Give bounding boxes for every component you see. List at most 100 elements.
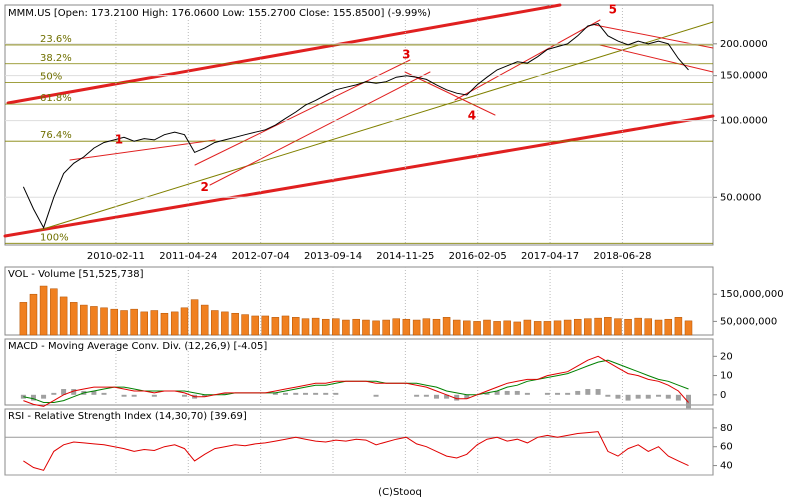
volume-bar — [402, 318, 411, 336]
histogram-bar — [504, 390, 510, 395]
y-tick-label: 0 — [720, 390, 726, 401]
histogram-bar — [685, 394, 691, 409]
x-tick-label: 2010-02-11 — [87, 251, 145, 262]
y-tick-label: 150.0000 — [720, 71, 768, 82]
histogram-bar — [303, 392, 309, 395]
histogram-bar — [514, 390, 520, 395]
histogram-bar — [323, 392, 329, 395]
trend-line — [404, 71, 496, 116]
histogram-bar — [565, 392, 571, 395]
trend-lines — [3, 3, 715, 238]
panel-title: VOL - Volume [51,525,738] — [8, 269, 144, 280]
volume-bar — [251, 315, 259, 336]
wave-label: 4 — [468, 109, 476, 123]
volume-bar — [493, 321, 501, 336]
volume-bar — [100, 307, 108, 336]
wave-label: 5 — [609, 2, 617, 16]
x-tick-label: 2011-04-24 — [159, 251, 217, 262]
volume-bar — [19, 302, 28, 336]
volume-bar — [634, 317, 642, 336]
macd-line — [23, 355, 689, 407]
volume-bar — [110, 308, 119, 336]
volume-bar — [604, 317, 612, 336]
panel-title: MACD - Moving Average Conv. Div. (12,26,… — [8, 341, 267, 352]
fib-label: 23.6% — [40, 34, 72, 45]
volume-bar — [513, 321, 522, 336]
y-tick-label: 80 — [720, 423, 733, 434]
histogram-bar — [464, 394, 470, 399]
histogram-bar — [121, 394, 127, 397]
histogram-bar — [635, 394, 641, 399]
histogram-bar — [373, 394, 379, 397]
x-tick-label: 2013-09-14 — [304, 251, 362, 262]
panel-title: RSI - Relative Strength Index (14,30,70)… — [8, 411, 247, 422]
y-tick-label: 200.0000 — [720, 39, 768, 50]
trend-line — [194, 59, 411, 166]
volume-bar — [69, 302, 78, 336]
volume-bar — [654, 319, 663, 336]
histogram-bar — [615, 394, 621, 399]
chart-title: MMM.US [Open: 173.2100 High: 176.0600 Lo… — [8, 8, 431, 19]
histogram-bar — [333, 392, 339, 395]
volume-bar — [261, 315, 270, 336]
x-tick-label: 2017-04-17 — [521, 251, 579, 262]
volume-bar — [59, 296, 68, 336]
volume-bar — [160, 312, 169, 336]
y-tick-label: 40 — [720, 461, 733, 472]
histogram-bar — [71, 389, 77, 395]
wave-label: 1 — [115, 132, 123, 146]
histogram-bar — [222, 392, 228, 395]
volume-bar — [200, 304, 209, 336]
y-tick-label: 50,000,000 — [720, 316, 777, 327]
volume-bar — [80, 304, 88, 336]
volume-bar — [90, 306, 98, 336]
title-bg — [6, 6, 426, 19]
histogram-bar — [282, 392, 288, 395]
volume-bar — [130, 308, 138, 336]
volume-bar — [321, 318, 330, 336]
volume-bar — [332, 318, 340, 336]
histogram-bar — [444, 394, 450, 399]
volume-bar — [523, 319, 532, 336]
volume-bar — [170, 311, 179, 336]
trend-line — [454, 19, 601, 101]
trend-line — [3, 114, 715, 238]
histogram-bar — [605, 394, 611, 397]
volume-bar — [422, 318, 431, 336]
rsi-panel — [4, 408, 714, 476]
volume-bar — [211, 310, 219, 336]
y-tick-label: 10 — [720, 371, 733, 382]
histogram-bar — [675, 394, 681, 401]
histogram-bar — [91, 390, 97, 395]
histogram-bar — [625, 394, 631, 401]
volume-bar — [463, 320, 471, 336]
volume-bar — [241, 314, 249, 336]
y-tick-label: 150,000,000 — [720, 289, 784, 300]
histogram-bar — [645, 394, 651, 399]
volume-bar — [150, 310, 159, 336]
volume-bar — [180, 307, 189, 336]
histogram-bar — [181, 394, 187, 397]
volume-bar — [553, 320, 562, 336]
histogram-bar — [20, 394, 26, 399]
histogram-bar — [484, 392, 490, 395]
volume-bar — [573, 318, 582, 336]
x-tick-label: 2016-02-05 — [449, 251, 507, 262]
volume-bar — [584, 318, 592, 336]
histogram-bar — [585, 389, 591, 395]
volume-bar — [543, 321, 552, 336]
volume-bar — [684, 320, 693, 336]
x-tick-label: 2018-06-28 — [593, 251, 651, 262]
histogram-bar — [101, 392, 107, 395]
histogram-bar — [41, 394, 47, 399]
histogram-bar — [30, 394, 36, 401]
trend-line — [209, 71, 431, 186]
trend-line — [6, 3, 562, 105]
histogram-bar — [494, 390, 500, 395]
volume-bar — [39, 285, 48, 336]
volume-bar — [483, 319, 491, 336]
histogram-bar — [51, 392, 57, 395]
volume-bar — [271, 317, 280, 336]
x-tick-label: 2012-07-04 — [232, 251, 290, 262]
